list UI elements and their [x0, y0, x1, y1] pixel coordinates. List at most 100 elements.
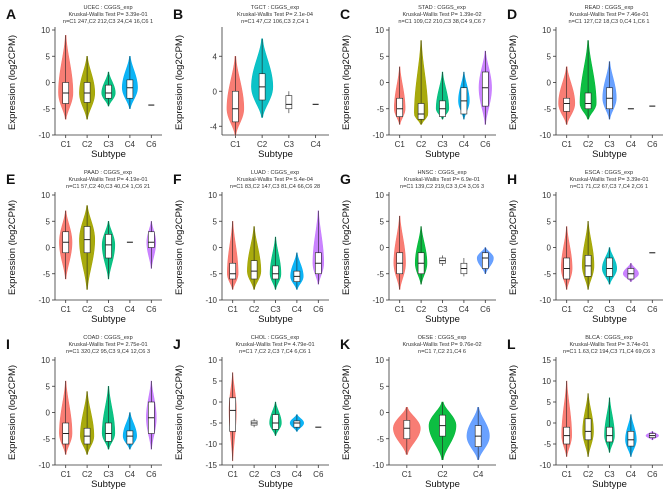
y-tick-label: -5: [377, 435, 385, 444]
panel-label: B: [173, 6, 183, 22]
box-C6: [481, 71, 489, 107]
x-axis-title: Subtype: [258, 314, 293, 325]
panel-pvalue: Kruskal-Wallis Test P= 4.19e-01: [68, 177, 147, 183]
y-tick-label: -10: [38, 461, 50, 470]
x-axis-title: Subtype: [91, 149, 126, 160]
box-C4: [126, 430, 134, 445]
panel-title: ESCA : CGGS_exp: [585, 170, 633, 176]
panel-label: I: [6, 336, 10, 352]
x-tick-label: C4: [125, 140, 136, 149]
panel-label: J: [173, 336, 181, 352]
box-C3: [606, 257, 613, 277]
panel-pvalue: Kruskal-Wallis Test P= 6.9e-01: [404, 177, 480, 183]
panel-title: COAD : CGGS_exp: [83, 335, 132, 341]
y-tick-label: 0: [213, 87, 218, 96]
y-axis-title: Expression (log2CPM): [341, 200, 352, 295]
y-tick-label: 5: [547, 52, 552, 61]
y-tick-label: -5: [210, 270, 218, 279]
box-C3: [272, 265, 279, 280]
y-tick-label: -10: [205, 440, 217, 449]
y-tick-label: 5: [380, 382, 385, 391]
panel-title: HNSC : CGGS_exp: [417, 170, 466, 176]
y-tick-label: 5: [213, 217, 218, 226]
x-tick-label: C4: [626, 305, 637, 314]
x-tick-label: C3: [103, 470, 114, 479]
box-C3: [606, 426, 613, 443]
panel-counts: n=C1 127,C2 18,C3 0,C4 1,C6 1: [568, 19, 649, 25]
box-C2: [250, 260, 258, 280]
x-tick-label: C6: [313, 470, 324, 479]
y-axis-title: Expression (log2CPM): [7, 365, 18, 460]
box-C4: [293, 420, 301, 428]
y-tick-label: 15: [542, 356, 551, 365]
box-C1: [232, 90, 239, 123]
x-tick-label: C3: [437, 305, 448, 314]
x-tick-label: C4: [311, 140, 322, 149]
y-tick-label: 5: [213, 377, 218, 386]
y-tick-label: 5: [46, 52, 51, 61]
panel-label: F: [173, 171, 182, 187]
y-axis-title: Expression (log2CPM): [7, 200, 18, 295]
x-tick-label: C3: [604, 470, 615, 479]
y-tick-label: 5: [547, 398, 552, 407]
y-tick-label: 10: [542, 26, 551, 35]
x-tick-label: C3: [604, 140, 615, 149]
panel-title: OESE : CGGS_exp: [418, 335, 467, 341]
y-tick-label: 0: [380, 244, 385, 253]
panel-counts: n=C1 320,C2 95,C3 9,C4 12,C6 3: [66, 349, 150, 355]
x-tick-label: C1: [61, 305, 72, 314]
y-tick-label: -5: [43, 105, 51, 114]
x-tick-label: C1: [61, 140, 72, 149]
x-tick-label: C2: [583, 470, 594, 479]
panel-title: BLCA : CGGS_exp: [585, 335, 633, 341]
y-tick-label: -10: [539, 296, 551, 305]
x-tick-label: C4: [626, 140, 637, 149]
panel-counts: n=C1 57,C2 40,C3 40,C4 1,C6 21: [66, 184, 150, 190]
y-tick-label: 5: [46, 217, 51, 226]
x-tick-label: C2: [249, 470, 260, 479]
panel-pvalue: Kruskal-Wallis Test P= 3.39e-01: [569, 177, 648, 183]
panel-title: CHOL : CGGS_exp: [251, 335, 300, 341]
box-C1: [563, 97, 571, 112]
box-C4: [627, 431, 635, 447]
panel-label: L: [507, 336, 516, 352]
y-tick-label: -5: [43, 270, 51, 279]
y-tick-label: 5: [380, 217, 385, 226]
x-tick-label: C1: [402, 470, 413, 479]
x-tick-label: C6: [480, 305, 491, 314]
y-tick-label: -5: [544, 440, 552, 449]
x-tick-label: C1: [228, 470, 239, 479]
panel-pvalue: Kruskal-Wallis Test P= 2.75e-01: [68, 342, 147, 348]
y-tick-label: 10: [542, 377, 551, 386]
panel-counts: n=C1 47,C2 106,C3 2,C4 1: [241, 19, 309, 25]
x-tick-label: C4: [125, 470, 136, 479]
x-tick-label: C6: [146, 305, 157, 314]
panel-counts: n=C1 7,C2 21,C4 6: [418, 349, 466, 355]
x-tick-label: C6: [313, 305, 324, 314]
y-tick-label: -10: [539, 131, 551, 140]
y-axis-title: Expression (log2CPM): [174, 200, 185, 295]
x-axis-title: Subtype: [425, 314, 460, 325]
x-axis-title: Subtype: [425, 479, 460, 490]
box-C2: [584, 418, 592, 441]
box-C3: [105, 234, 112, 259]
y-tick-label: -10: [38, 296, 50, 305]
y-tick-label: -10: [372, 296, 384, 305]
x-tick-label: C6: [146, 140, 157, 149]
y-tick-label: -5: [210, 419, 218, 428]
x-tick-label: C6: [647, 305, 658, 314]
x-tick-label: C3: [270, 470, 281, 479]
box-C1: [396, 97, 404, 117]
x-axis-title: Subtype: [425, 149, 460, 160]
x-tick-label: C4: [292, 305, 303, 314]
box-C4: [126, 79, 134, 99]
panel-label: H: [507, 171, 517, 187]
y-tick-label: -5: [544, 105, 552, 114]
x-tick-label: C3: [103, 305, 114, 314]
panel-label: G: [340, 171, 351, 187]
